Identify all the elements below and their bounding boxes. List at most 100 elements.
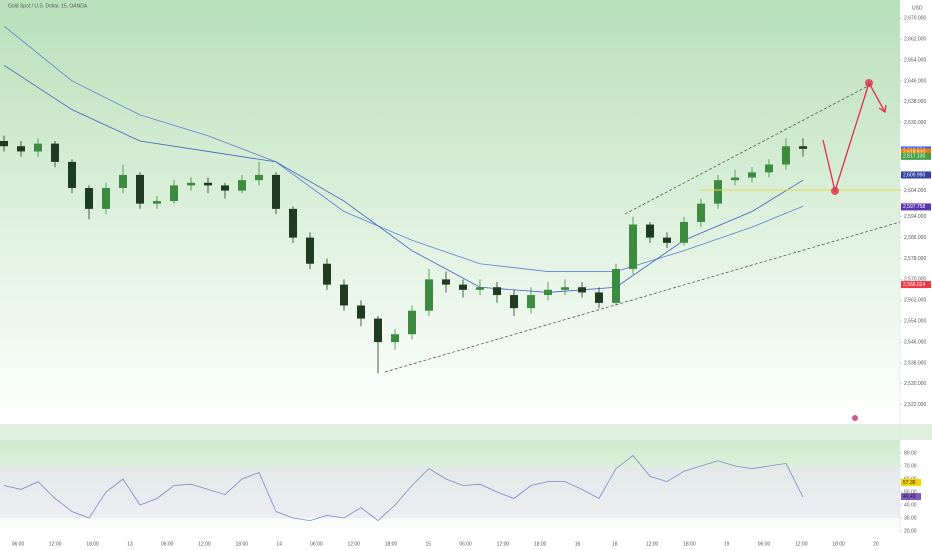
candle-body (629, 224, 637, 269)
x-tick-label: 06:00 (310, 541, 323, 547)
rsi-line (3, 455, 804, 522)
candle-body (187, 182, 195, 186)
candle-body (782, 146, 790, 165)
price-tag (901, 152, 931, 160)
candle-body (595, 292, 603, 303)
currency-label: USD (912, 5, 923, 11)
candle-body (731, 177, 739, 181)
x-tick-label: 16 (575, 541, 581, 547)
x-tick-label: 18:00 (236, 541, 249, 547)
candle-body (238, 180, 246, 191)
x-tick-label: 18:00 (832, 541, 845, 547)
x-tick-label: 18 (612, 541, 618, 547)
candle-body (0, 141, 8, 147)
y-tick-label: 2,570.000 (904, 277, 926, 283)
candle-body (697, 203, 705, 222)
x-tick-label: 20 (873, 541, 879, 547)
x-tick-label: 18:00 (86, 541, 99, 547)
candle-body (221, 185, 229, 191)
event-icon[interactable] (852, 415, 858, 421)
candle-body (459, 284, 467, 290)
pivot-point (831, 187, 839, 195)
candle-body (765, 164, 773, 173)
price-tag-label: 2,617.130 (903, 154, 925, 160)
y-tick-label: 2,662.000 (904, 36, 926, 42)
y-tick-label: 2,562.000 (904, 298, 926, 304)
y-tick-label: 2,546.000 (904, 339, 926, 345)
value-tag-label: 57.36 (903, 480, 916, 486)
candle-body (527, 295, 535, 309)
candle-body (85, 188, 93, 209)
marks (0, 25, 807, 522)
candle-body (255, 174, 263, 181)
candle-body (544, 289, 552, 296)
candle-body (425, 279, 433, 311)
y-tick-label: 2,538.000 (904, 360, 926, 366)
y-tick-label: 2,630.000 (904, 120, 926, 126)
candle-body (510, 295, 518, 309)
y-tick-label: 2,586.000 (904, 235, 926, 241)
price-pane (0, 0, 900, 424)
candle-body (102, 188, 110, 209)
price-tag (901, 148, 931, 156)
y-tick-label: 2,594.000 (904, 214, 926, 220)
x-tick-label: 12:00 (646, 541, 659, 547)
candle-body (289, 208, 297, 238)
trendline (624, 85, 869, 215)
x-tick-label: 14 (276, 541, 282, 547)
candle-body (306, 237, 314, 264)
candle-body (272, 174, 280, 209)
x-tick-label: 06:00 (459, 541, 472, 547)
candle-body (493, 287, 501, 296)
price-tag-label: 2,568.024 (903, 282, 925, 288)
x-tick-label: 06:00 (12, 541, 25, 547)
x-tick-label: 15 (426, 541, 432, 547)
x-tick-label: 12:00 (497, 541, 510, 547)
x-tick-label: 12:00 (347, 541, 360, 547)
x-tick-label: 18:00 (534, 541, 547, 547)
candle-body (578, 287, 586, 293)
x-tick-label: 06:00 (161, 541, 174, 547)
candle-body (391, 334, 399, 343)
price-tag-label: 2,618.810 (903, 149, 925, 155)
candle-body (408, 310, 416, 335)
candle-body (153, 201, 161, 204)
candle-body (119, 174, 127, 188)
x-tick-label: 18:00 (683, 541, 696, 547)
y-tick-label: 2,522.000 (904, 402, 926, 408)
projection-arrow (822, 81, 886, 194)
y-tick-label: 20.00 (904, 528, 917, 534)
candle-body (340, 284, 348, 306)
candle-body (357, 305, 365, 319)
candle-body (51, 143, 59, 162)
candle-body (442, 279, 450, 285)
candle-body (136, 174, 144, 204)
candle-body (646, 224, 654, 238)
price-tag-label: 2,597.758 (903, 204, 925, 210)
value-tag (901, 478, 921, 486)
candle-body (170, 185, 178, 202)
x-tick-label: 06:00 (758, 541, 771, 547)
candle-body (68, 161, 76, 188)
x-tick-label: 12:00 (198, 541, 211, 547)
pane-separator (0, 424, 932, 440)
pivot-point (865, 79, 873, 87)
y-tick-label: 2,646.000 (904, 78, 926, 84)
candle-body (204, 182, 212, 186)
value-tag-label: 46.49 (903, 494, 916, 500)
price-tag (901, 281, 931, 289)
candle-body (663, 237, 671, 243)
y-tick-label: 2,638.000 (904, 99, 926, 105)
trendline (384, 221, 901, 373)
y-tick-label: 70.00 (904, 463, 917, 469)
candle-body (799, 146, 807, 149)
candle-body (34, 143, 42, 152)
y-tick-label: 2,554.000 (904, 318, 926, 324)
y-tick-label: 2,654.000 (904, 57, 926, 63)
price-tag (901, 171, 931, 179)
candle-body (748, 172, 756, 178)
y-tick-label: 80.00 (904, 450, 917, 456)
x-tick-label: 12:00 (49, 541, 62, 547)
candle-body (323, 263, 331, 285)
